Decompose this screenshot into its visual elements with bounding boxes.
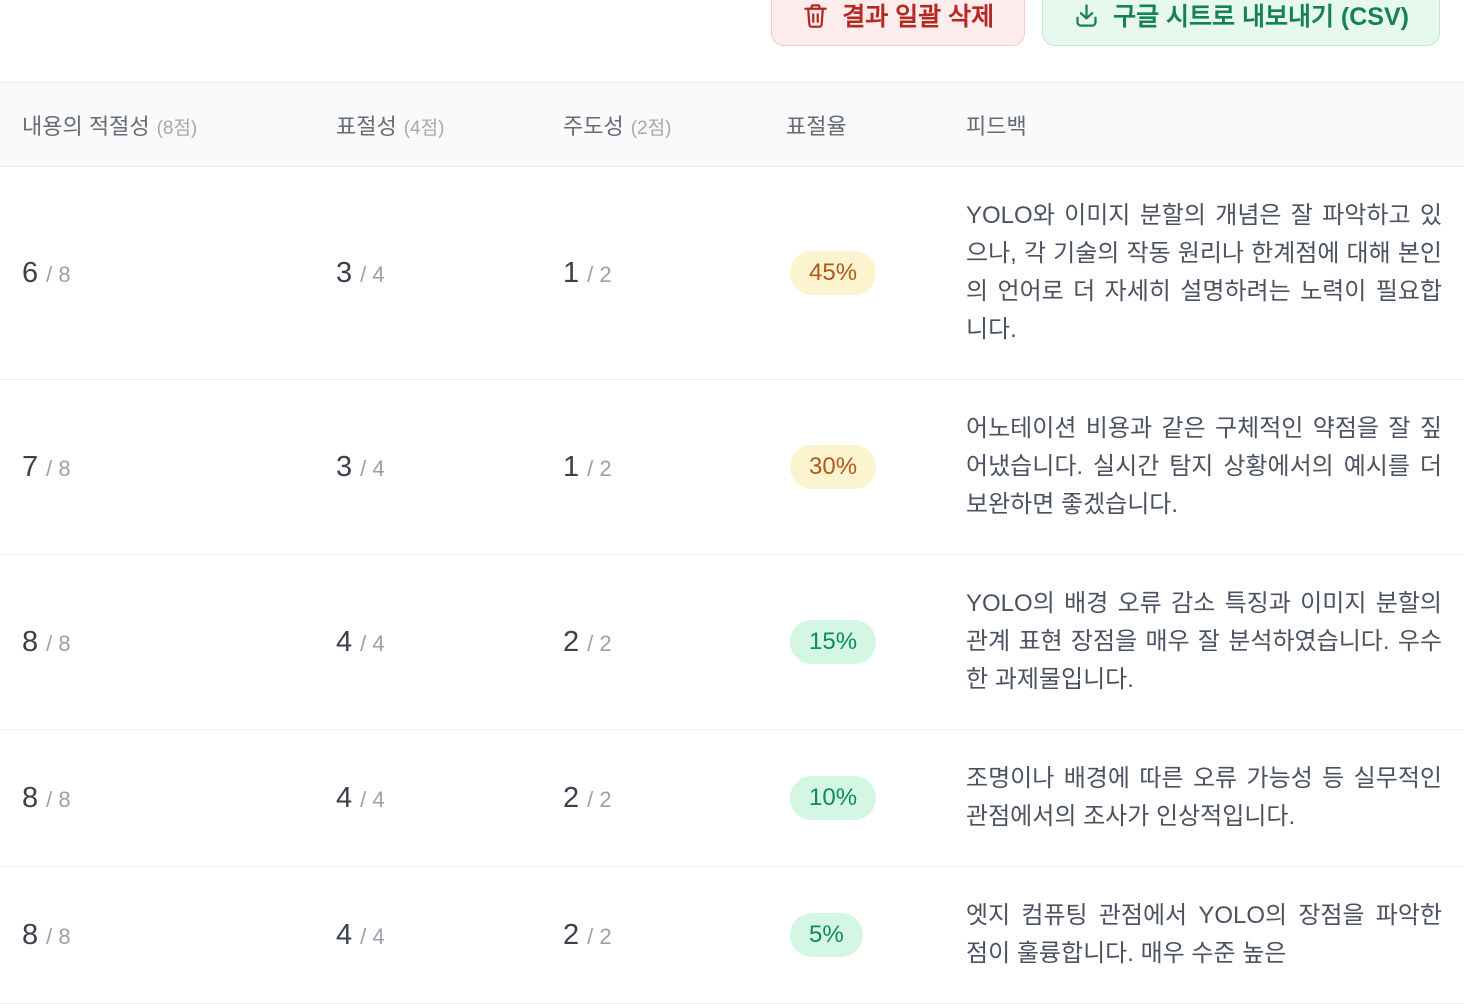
header-label: 표절율 (786, 113, 847, 139)
delete-all-results-label: 결과 일괄 삭제 (842, 3, 995, 31)
score-value: 2 (563, 781, 580, 814)
download-icon (1073, 2, 1100, 29)
plagiarism-rate-cell: 5% (786, 913, 966, 957)
score-max: / 4 (360, 923, 385, 949)
score-max: / 8 (46, 630, 71, 656)
score-plagiarism: 4 / 4 (336, 626, 563, 659)
score-max: / 2 (587, 786, 612, 812)
table-row: 8 / 8 4 / 4 2 / 2 10% 조명이나 배경에 따른 오류 가능성 등 … (0, 730, 1464, 867)
score-plagiarism: 4 / 4 (336, 782, 563, 815)
score-adequacy: 6 / 8 (22, 257, 336, 290)
score-value: 8 (22, 781, 39, 814)
plagiarism-rate-badge: 10% (790, 776, 877, 820)
score-value: 1 (563, 450, 580, 483)
score-value: 3 (336, 256, 353, 289)
score-max: / 8 (46, 786, 71, 812)
score-max: / 2 (587, 261, 612, 287)
plagiarism-rate-cell: 10% (786, 776, 966, 820)
score-max: / 4 (360, 786, 385, 812)
feedback-text: 조명이나 배경에 따른 오류 가능성 등 실무적인 관점에서의 조사가 인상적입… (966, 765, 1442, 830)
score-adequacy: 8 / 8 (22, 626, 336, 659)
header-points-suffix: (8점) (156, 117, 198, 139)
score-value: 7 (22, 450, 39, 483)
trash-icon (802, 2, 829, 29)
header-initiative: 주도성 (2점) (563, 109, 786, 141)
table-row: 6 / 8 3 / 4 1 / 2 45% YOLO와 이미지 분할의 개념은 잘 파… (0, 167, 1464, 380)
score-max: / 2 (587, 455, 612, 481)
score-value: 4 (336, 918, 353, 951)
header-label: 내용의 적절성 (22, 113, 150, 139)
plagiarism-rate-badge: 15% (790, 620, 877, 664)
score-max: / 8 (46, 261, 71, 287)
header-plagiarism-rate: 표절율 (786, 109, 966, 141)
score-initiative: 2 / 2 (563, 782, 786, 815)
score-adequacy: 8 / 8 (22, 919, 336, 952)
grading-results-table: 내용의 적절성 (8점) 표절성 (4점) 주도성 (2점) 표절율 피드백 6 / 8… (0, 82, 1464, 1004)
score-initiative: 1 / 2 (563, 257, 786, 290)
score-value: 6 (22, 256, 39, 289)
score-max: / 4 (360, 261, 385, 287)
score-value: 1 (563, 256, 580, 289)
plagiarism-rate-badge: 45% (790, 251, 877, 295)
score-plagiarism: 3 / 4 (336, 257, 563, 290)
feedback-text: YOLO와 이미지 분할의 개념은 잘 파악하고 있으나, 각 기술의 작동 원… (966, 202, 1442, 343)
feedback-text: 엣지 컴퓨팅 관점에서 YOLO의 장점을 파악한 점이 훌륭합니다. 매우 수… (966, 902, 1442, 967)
score-initiative: 2 / 2 (563, 626, 786, 659)
table-row: 8 / 8 4 / 4 2 / 2 5% 엣지 컴퓨팅 관점에서 YOLO의 장점을 … (0, 867, 1464, 1004)
score-value: 4 (336, 625, 353, 658)
score-value: 3 (336, 450, 353, 483)
score-value: 2 (563, 918, 580, 951)
feedback-text: YOLO의 배경 오류 감소 특징과 이미지 분할의 관계 표현 장점을 매우 … (966, 590, 1442, 693)
score-max: / 4 (360, 455, 385, 481)
score-value: 4 (336, 781, 353, 814)
score-adequacy: 7 / 8 (22, 451, 336, 484)
score-max: / 4 (360, 630, 385, 656)
plagiarism-rate-cell: 15% (786, 620, 966, 664)
score-value: 2 (563, 625, 580, 658)
score-initiative: 1 / 2 (563, 451, 786, 484)
score-max: / 2 (587, 923, 612, 949)
score-value: 8 (22, 625, 39, 658)
score-plagiarism: 4 / 4 (336, 919, 563, 952)
score-max: / 8 (46, 923, 71, 949)
header-label: 표절성 (336, 113, 397, 139)
header-points-suffix: (4점) (403, 117, 445, 139)
score-adequacy: 8 / 8 (22, 782, 336, 815)
action-bar: 결과 일괄 삭제 구글 시트로 내보내기 (CSV) (771, 0, 1440, 46)
score-value: 8 (22, 918, 39, 951)
plagiarism-rate-badge: 30% (790, 445, 877, 489)
header-plagiarism: 표절성 (4점) (336, 109, 563, 141)
score-max: / 8 (46, 455, 71, 481)
score-max: / 2 (587, 630, 612, 656)
export-google-sheet-csv-button[interactable]: 구글 시트로 내보내기 (CSV) (1042, 0, 1440, 46)
table-row: 8 / 8 4 / 4 2 / 2 15% YOLO의 배경 오류 감소 특징과 이미… (0, 555, 1464, 730)
table-row: 7 / 8 3 / 4 1 / 2 30% 어노테이션 비용과 같은 구체적인 약점을… (0, 380, 1464, 555)
header-label: 주도성 (563, 113, 624, 139)
header-points-suffix: (2점) (630, 117, 672, 139)
table-header-row: 내용의 적절성 (8점) 표절성 (4점) 주도성 (2점) 표절율 피드백 (0, 82, 1464, 167)
header-label: 피드백 (966, 113, 1027, 139)
score-plagiarism: 3 / 4 (336, 451, 563, 484)
delete-all-results-button[interactable]: 결과 일괄 삭제 (771, 0, 1026, 46)
plagiarism-rate-badge: 5% (790, 913, 863, 957)
plagiarism-rate-cell: 30% (786, 445, 966, 489)
score-initiative: 2 / 2 (563, 919, 786, 952)
header-feedback: 피드백 (966, 109, 1442, 141)
header-content-adequacy: 내용의 적절성 (8점) (22, 109, 336, 141)
feedback-text: 어노테이션 비용과 같은 구체적인 약점을 잘 짚어냈습니다. 실시간 탐지 상… (966, 415, 1442, 518)
export-google-sheet-csv-label: 구글 시트로 내보내기 (CSV) (1113, 3, 1409, 31)
plagiarism-rate-cell: 45% (786, 251, 966, 295)
